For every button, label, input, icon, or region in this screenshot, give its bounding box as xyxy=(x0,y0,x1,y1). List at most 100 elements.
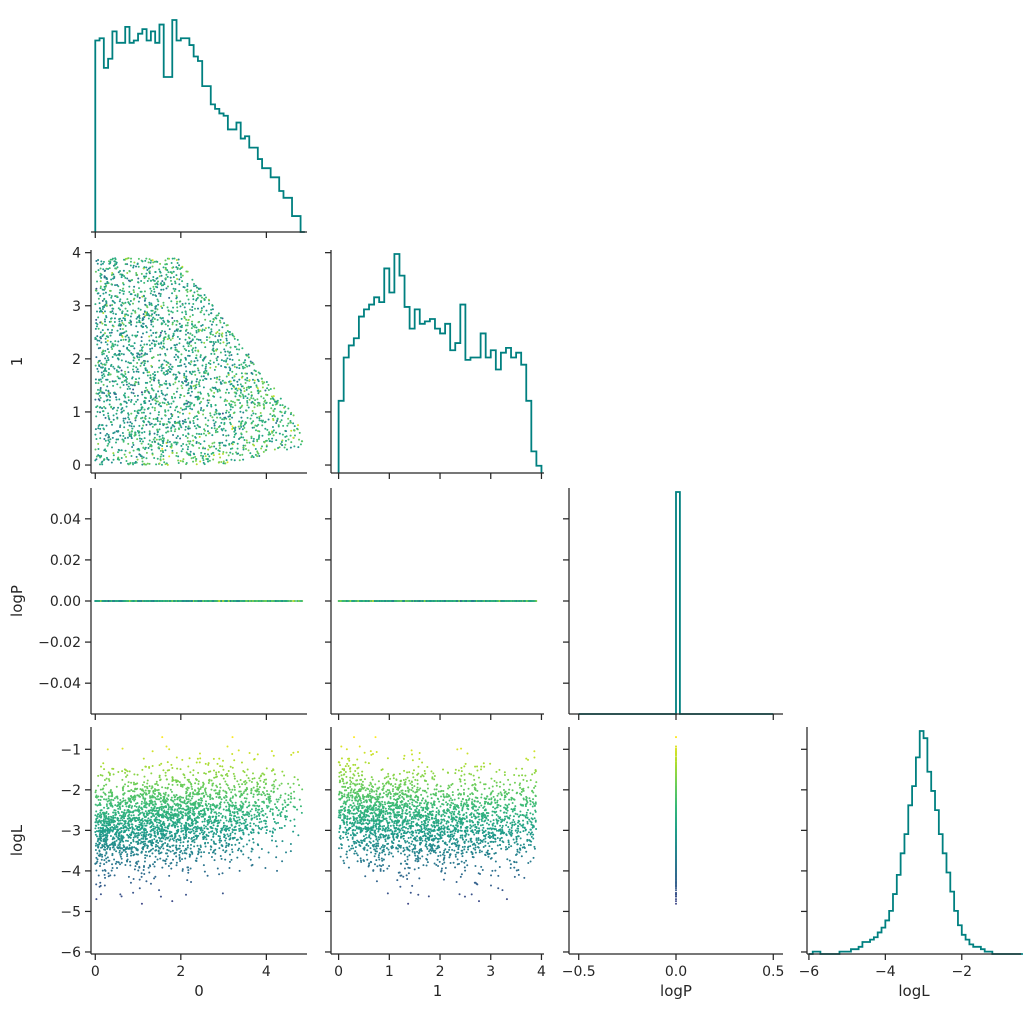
scatter-point xyxy=(143,281,146,284)
scatter-point xyxy=(155,304,158,307)
scatter-point xyxy=(272,395,275,398)
scatter-point xyxy=(145,272,148,275)
scatter-point xyxy=(176,320,179,323)
scatter-point xyxy=(226,350,229,353)
scatter-point xyxy=(216,388,219,391)
scatter-point xyxy=(195,329,198,332)
scatter-point xyxy=(225,339,228,342)
scatter-point xyxy=(106,385,109,388)
scatter-point xyxy=(255,373,258,376)
scatter-point xyxy=(155,393,158,396)
scatter-point xyxy=(134,417,137,420)
scatter-point xyxy=(254,412,257,415)
scatter-point xyxy=(251,378,254,381)
scatter-point xyxy=(107,371,110,374)
scatter-point xyxy=(237,425,240,428)
scatter-point xyxy=(134,334,137,337)
scatter-point xyxy=(248,379,251,382)
scatter-point xyxy=(176,350,179,353)
scatter-point xyxy=(176,441,179,444)
scatter-point xyxy=(140,336,143,339)
scatter-point xyxy=(127,399,130,402)
scatter-point xyxy=(112,365,115,368)
scatter-point xyxy=(213,395,216,398)
scatter-point xyxy=(115,295,118,298)
scatter-point xyxy=(156,298,159,301)
scatter-point xyxy=(104,357,107,360)
scatter-point xyxy=(230,387,233,390)
scatter-point xyxy=(152,438,155,441)
scatter-point xyxy=(188,354,191,357)
scatter-point xyxy=(221,317,224,320)
scatter-point xyxy=(173,257,176,260)
scatter-point xyxy=(218,335,221,337)
scatter-point xyxy=(221,332,224,335)
scatter-point xyxy=(130,455,133,458)
scatter-point xyxy=(185,443,188,446)
scatter-point xyxy=(145,457,148,460)
scatter-point xyxy=(124,392,126,395)
scatter-point xyxy=(151,452,154,455)
scatter-point xyxy=(207,419,210,422)
scatter-point xyxy=(179,407,182,410)
scatter-point xyxy=(117,458,120,461)
scatter-point xyxy=(206,430,209,433)
scatter-point xyxy=(188,401,191,404)
scatter-point xyxy=(150,378,153,381)
scatter-point xyxy=(208,459,211,462)
scatter-point xyxy=(178,264,181,267)
scatter-point xyxy=(141,457,144,460)
scatter-point xyxy=(149,412,152,415)
scatter-point xyxy=(233,433,236,436)
scatter-point xyxy=(219,396,222,399)
scatter-point xyxy=(200,341,203,344)
scatter-point xyxy=(178,411,181,414)
scatter-point xyxy=(226,363,229,366)
scatter-point xyxy=(130,257,133,260)
scatter-point xyxy=(142,456,145,459)
scatter-point xyxy=(143,353,146,356)
scatter-point xyxy=(204,455,207,458)
scatter-point xyxy=(220,359,223,362)
scatter-point xyxy=(249,417,252,420)
scatter-point xyxy=(159,271,162,274)
scatter-point xyxy=(226,324,229,327)
scatter-point xyxy=(281,439,284,442)
scatter-point xyxy=(244,422,247,425)
scatter-point xyxy=(186,392,189,395)
scatter-point xyxy=(211,434,214,437)
scatter-point xyxy=(182,442,185,445)
scatter-point xyxy=(160,305,163,308)
scatter-point xyxy=(160,323,163,326)
scatter-point xyxy=(127,396,130,399)
scatter-point xyxy=(132,388,135,391)
scatter-point xyxy=(98,302,101,305)
scatter-point xyxy=(152,261,155,264)
scatter-point xyxy=(138,409,141,412)
scatter-point xyxy=(169,367,172,370)
scatter-point xyxy=(110,421,113,424)
scatter-point xyxy=(176,410,179,413)
scatter-point xyxy=(137,370,140,373)
scatter-point xyxy=(210,312,213,315)
scatter-point xyxy=(184,435,187,438)
scatter-point xyxy=(246,379,249,382)
scatter-point xyxy=(119,461,122,464)
scatter-point xyxy=(123,258,126,261)
scatter-point xyxy=(229,358,231,361)
scatter-point xyxy=(143,400,146,403)
scatter-point xyxy=(271,431,274,434)
scatter-point xyxy=(234,388,237,391)
scatter-point xyxy=(191,309,194,312)
scatter-point xyxy=(192,460,195,463)
scatter-point xyxy=(169,347,172,350)
scatter-point xyxy=(102,410,105,413)
scatter-point xyxy=(146,371,149,374)
scatter-point xyxy=(135,461,138,464)
scatter-point xyxy=(169,276,172,279)
scatter-point xyxy=(189,454,192,457)
scatter-point xyxy=(171,424,174,427)
scatter-point xyxy=(228,341,231,344)
scatter-point xyxy=(151,356,154,359)
scatter-point xyxy=(117,307,120,310)
